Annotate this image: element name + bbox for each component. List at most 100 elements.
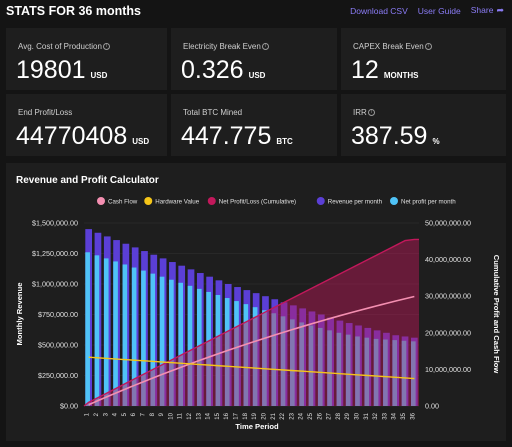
x-axis-label: Time Period bbox=[235, 422, 279, 431]
y-tick-label: $1,000,000.00 bbox=[32, 280, 78, 289]
stat-label: Avg. Cost of Production i bbox=[18, 42, 110, 51]
x-tick-label: 35 bbox=[401, 412, 407, 419]
x-tick-label: 23 bbox=[289, 412, 295, 419]
stat-value: 44770408 USD bbox=[16, 122, 149, 151]
net-cumulative-line bbox=[83, 238, 419, 407]
net-profit-bar bbox=[159, 276, 165, 406]
net-profit-bar bbox=[196, 288, 202, 406]
stat-value: 19801 USD bbox=[16, 56, 107, 85]
x-tick-label: 28 bbox=[336, 412, 342, 419]
x-tick-label: 14 bbox=[206, 412, 212, 419]
net-profit-bar bbox=[355, 336, 360, 406]
stat-value: 0.326 USD bbox=[181, 56, 265, 85]
y-tick-label: $1,250,000.00 bbox=[32, 249, 78, 258]
net-profit-bar bbox=[252, 307, 258, 406]
info-icon[interactable]: i bbox=[261, 43, 269, 51]
y-tick-label: $1,500,000.00 bbox=[32, 219, 78, 228]
capex-break-even-card: CAPEX Break Even i 12 MONTHS bbox=[341, 28, 506, 90]
stat-label: IRR i bbox=[353, 108, 375, 117]
legend-swatch bbox=[316, 197, 325, 205]
x-tick-label: 29 bbox=[345, 412, 351, 419]
x-tick-label: 33 bbox=[382, 412, 388, 419]
net-profit-bar bbox=[290, 319, 295, 406]
y-tick-label: $250,000.00 bbox=[38, 371, 78, 380]
stat-unit: % bbox=[432, 137, 440, 146]
cash-flow-line bbox=[88, 295, 415, 406]
user-guide-link[interactable]: User Guide bbox=[417, 5, 461, 16]
net-profit-bar bbox=[141, 270, 146, 406]
stat-number: 387.59 bbox=[351, 122, 428, 150]
chart-title: Revenue and Profit Calculator bbox=[16, 175, 159, 186]
net-profit-bar bbox=[271, 313, 277, 406]
stat-unit: USD bbox=[132, 137, 150, 146]
x-tick-label: 1 bbox=[85, 412, 91, 416]
x-tick-label: 9 bbox=[159, 412, 165, 416]
y2-tick-label: 40,000,000.00 bbox=[425, 255, 471, 264]
download-csv-link[interactable]: Download CSV bbox=[350, 5, 408, 16]
x-tick-label: 34 bbox=[392, 412, 398, 419]
net-profit-bar bbox=[131, 267, 137, 406]
x-tick-label: 15 bbox=[215, 412, 221, 419]
stat-label: Electricity Break Even i bbox=[183, 42, 269, 51]
net-profit-bar bbox=[327, 330, 332, 406]
stat-label-text: IRR bbox=[353, 108, 367, 117]
stat-value: 387.59% bbox=[351, 122, 440, 151]
legend-swatch bbox=[207, 197, 216, 205]
y2-axis-label: Cumulative Profit and Cash Flow bbox=[492, 255, 501, 374]
stat-number: 19801 bbox=[16, 56, 86, 84]
total-btc-card: Total BTC Mined 447.775 BTC bbox=[171, 94, 337, 156]
x-tick-label: 26 bbox=[317, 412, 323, 419]
stat-label-text: CAPEX Break Even bbox=[353, 42, 424, 51]
net-profit-bar bbox=[122, 264, 128, 406]
info-icon[interactable]: i bbox=[424, 43, 432, 51]
x-tick-label: 16 bbox=[224, 412, 230, 419]
stat-unit: MONTHS bbox=[383, 71, 419, 80]
legend-label: Revenue per month bbox=[328, 198, 383, 205]
x-tick-label: 2 bbox=[94, 412, 100, 416]
info-icon[interactable]: i bbox=[102, 43, 110, 51]
y2-tick-label: 30,000,000.00 bbox=[425, 292, 471, 301]
net-profit-bar bbox=[336, 332, 342, 406]
x-tick-label: 11 bbox=[178, 412, 184, 419]
x-tick-label: 13 bbox=[196, 412, 202, 419]
stat-label-text: Electricity Break Even bbox=[183, 42, 261, 51]
net-profit-bar bbox=[308, 325, 314, 406]
legend-swatch bbox=[97, 197, 105, 205]
y-tick-label: $750,000.00 bbox=[38, 310, 78, 319]
legend-swatch bbox=[144, 197, 153, 205]
stat-label-text: End Profit/Loss bbox=[18, 108, 73, 117]
info-icon[interactable]: i bbox=[367, 109, 375, 117]
y2-tick-label: 0.00 bbox=[425, 402, 439, 411]
share-label: Share bbox=[470, 5, 494, 15]
x-tick-label: 20 bbox=[261, 412, 267, 419]
end-profit-card: End Profit/Loss 44770408 USD bbox=[6, 94, 167, 156]
x-tick-label: 30 bbox=[355, 412, 361, 419]
net-profit-bar bbox=[215, 294, 221, 406]
hardware-value-line bbox=[88, 356, 415, 380]
y-tick-label: $0.00 bbox=[60, 402, 78, 411]
x-tick-label: 17 bbox=[234, 412, 240, 419]
stat-number: 0.326 bbox=[181, 56, 244, 84]
x-tick-label: 8 bbox=[150, 412, 156, 416]
net-profit-bar bbox=[187, 285, 193, 406]
x-tick-label: 31 bbox=[364, 412, 370, 419]
net-profit-bar bbox=[224, 298, 230, 406]
legend-swatch bbox=[390, 197, 398, 205]
net-profit-bar bbox=[401, 340, 407, 406]
stat-number: 44770408 bbox=[16, 122, 128, 150]
x-tick-label: 36 bbox=[410, 412, 416, 419]
stat-number: 447.775 bbox=[181, 122, 272, 150]
net-profit-bar bbox=[113, 261, 118, 406]
net-profit-bar bbox=[85, 252, 90, 406]
revenue-profit-chart: $0.00 $250,000.00 $500,000.00 $750,000.00 $1… bbox=[15, 197, 501, 431]
top-bar: STATS FOR 36 months Download CSV User Gu… bbox=[0, 0, 512, 24]
x-tick-label: 19 bbox=[252, 412, 258, 419]
x-tick-label: 6 bbox=[131, 412, 137, 416]
x-tick-label: 3 bbox=[103, 412, 109, 416]
y-tick-label: $500,000.00 bbox=[38, 341, 78, 350]
electricity-break-even-card: Electricity Break Even i 0.326 USD bbox=[171, 28, 337, 90]
page-title: STATS FOR 36 months bbox=[6, 4, 141, 18]
stat-value: 447.775 BTC bbox=[181, 122, 293, 151]
share-button[interactable]: Share ➦ bbox=[471, 5, 504, 16]
x-tick-label: 7 bbox=[140, 412, 146, 416]
